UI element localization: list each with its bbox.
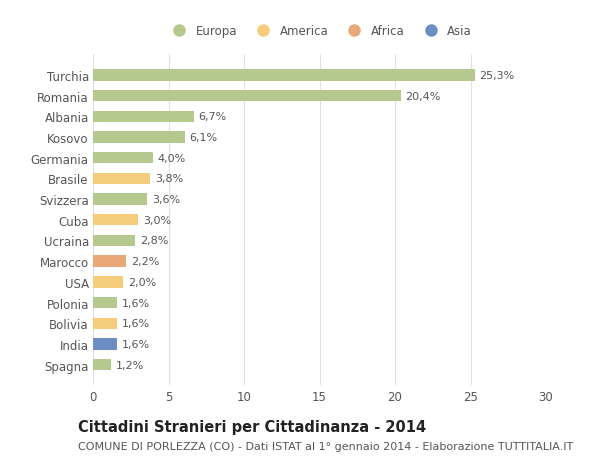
Bar (93, 132, 185, 143)
Bar (93, 174, 151, 185)
Bar (93, 153, 154, 164)
Text: 2,2%: 2,2% (131, 257, 159, 267)
Text: 3,8%: 3,8% (155, 174, 183, 184)
Text: 3,6%: 3,6% (152, 195, 180, 205)
Bar (93, 256, 126, 267)
Text: 6,1%: 6,1% (190, 133, 218, 143)
Bar (93, 359, 111, 370)
Bar (93, 91, 401, 102)
Bar (93, 235, 135, 246)
Text: COMUNE DI PORLEZZA (CO) - Dati ISTAT al 1° gennaio 2014 - Elaborazione TUTTITALI: COMUNE DI PORLEZZA (CO) - Dati ISTAT al … (78, 441, 573, 451)
Bar (93, 70, 475, 81)
Text: 1,6%: 1,6% (122, 298, 150, 308)
Text: 1,6%: 1,6% (122, 339, 150, 349)
Bar (93, 194, 148, 205)
Bar (93, 277, 123, 288)
Bar (93, 318, 117, 329)
Text: Cittadini Stranieri per Cittadinanza - 2014: Cittadini Stranieri per Cittadinanza - 2… (78, 419, 426, 434)
Text: 25,3%: 25,3% (479, 71, 515, 81)
Legend: Europa, America, Africa, Asia: Europa, America, Africa, Asia (167, 25, 472, 38)
Bar (93, 215, 139, 226)
Bar (93, 339, 117, 350)
Bar (93, 297, 117, 308)
Text: 20,4%: 20,4% (406, 91, 441, 101)
Text: 1,6%: 1,6% (122, 319, 150, 329)
Text: 2,0%: 2,0% (128, 277, 156, 287)
Text: 3,0%: 3,0% (143, 215, 171, 225)
Text: 6,7%: 6,7% (199, 112, 227, 122)
Text: 4,0%: 4,0% (158, 153, 186, 163)
Text: 1,2%: 1,2% (116, 360, 144, 370)
Text: 2,8%: 2,8% (140, 236, 168, 246)
Bar (93, 112, 194, 123)
